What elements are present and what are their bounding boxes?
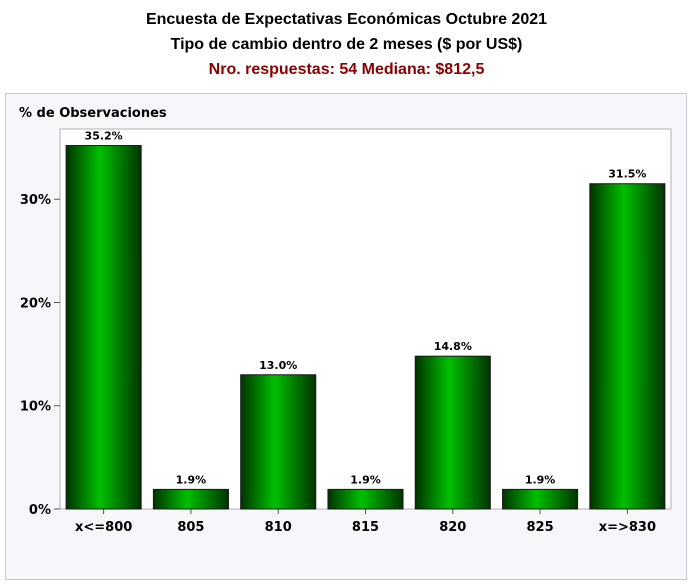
x-tick-label: 825 — [527, 520, 554, 535]
x-tick-label: 805 — [177, 520, 204, 535]
data-label: 1.9% — [350, 473, 381, 486]
bar-805 — [152, 488, 229, 510]
data-label: 31.5% — [608, 168, 646, 181]
bar-810 — [240, 374, 317, 510]
y-tick-label: 10% — [20, 400, 51, 415]
bar-820 — [414, 355, 491, 510]
data-label: 1.9% — [176, 473, 207, 486]
y-tick-label: 30% — [20, 193, 51, 208]
chart-title: Encuesta de Expectativas Económicas Octu… — [145, 11, 548, 28]
bar-825 — [502, 488, 579, 510]
data-label: 13.0% — [259, 359, 297, 372]
plot-area — [59, 128, 672, 510]
x-tick-label: 815 — [352, 520, 379, 535]
bar-x=>830 — [589, 183, 666, 510]
x-tick-label: x<=800 — [75, 520, 132, 535]
y-axis-label: % de Observaciones — [19, 106, 167, 121]
bar-815 — [327, 488, 404, 510]
x-tick-label: 810 — [265, 520, 292, 535]
x-tick-label: x=>830 — [599, 520, 656, 535]
x-tick-label: 820 — [439, 520, 466, 535]
chart-subtitle: Tipo de cambio dentro de 2 meses ($ por … — [170, 36, 523, 53]
y-axis: 0% 10% 20% 30% — [20, 193, 60, 518]
y-tick-label: 0% — [29, 503, 51, 518]
bar-x<=800 — [65, 145, 142, 510]
y-tick-label: 20% — [20, 296, 51, 311]
data-label: 1.9% — [525, 473, 556, 486]
x-axis: x<=800 805 810 815 820 825 x=>830 — [75, 509, 656, 535]
data-label: 14.8% — [434, 340, 472, 353]
data-label: 35.2% — [85, 130, 123, 143]
chart-stats: Nro. respuestas: 54 Mediana: $812,5 — [208, 61, 485, 78]
bars — [65, 145, 666, 510]
data-labels: 35.2% 1.9% 13.0% 1.9% 14.8% 1.9% 31.5% — [85, 130, 647, 487]
